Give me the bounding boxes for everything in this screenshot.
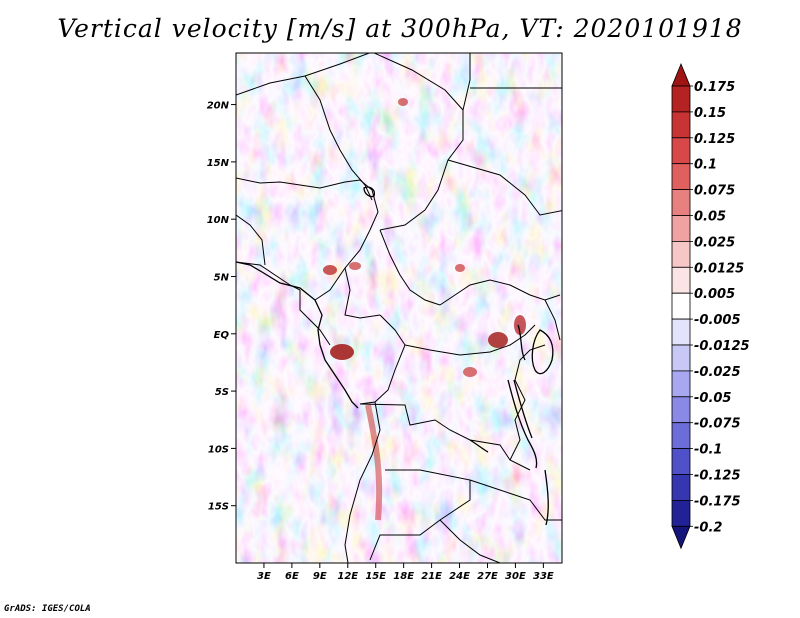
- lon-tick-label: 27E: [477, 571, 498, 582]
- colorbar-label: 0.125: [694, 132, 735, 147]
- colorbar-segment: [671, 85, 691, 113]
- footer-credit: GrADS: IGES/COLA: [4, 604, 91, 614]
- map-frame: [235, 52, 563, 564]
- convection-cells: [323, 98, 526, 521]
- colorbar-top-arrow: [671, 62, 691, 87]
- lon-tick-label: 12E: [337, 571, 358, 582]
- lon-tick-label: 9E: [313, 571, 327, 582]
- latitude-axis: 20N 15N 10N 5N EQ 5S 10S 15S: [207, 101, 236, 513]
- colorbar-label: -0.2: [694, 520, 722, 535]
- colorbar-label: 0.05: [694, 210, 726, 225]
- colorbar-segment: [671, 499, 691, 527]
- lat-tick-label: 10N: [207, 215, 230, 226]
- colorbar-label: 0.005: [694, 287, 735, 302]
- lon-tick-label: 21E: [421, 571, 442, 582]
- colorbar-label: 0.025: [694, 235, 735, 250]
- colorbar-label: -0.125: [694, 469, 741, 484]
- colorbar-segment: [671, 448, 691, 475]
- colorbar-label: -0.0125: [694, 339, 750, 354]
- colorbar-label: 0.0125: [694, 261, 744, 276]
- lat-tick-label: 10S: [208, 444, 229, 455]
- lon-tick-label: 15E: [365, 571, 386, 582]
- lat-tick-label: 5N: [214, 272, 230, 283]
- lakes: [363, 186, 554, 526]
- coastline: [236, 261, 359, 409]
- colorbar-segment: [671, 422, 691, 450]
- colorbar-segment: [671, 292, 691, 320]
- colorbar-segment: [671, 137, 691, 165]
- colorbar-bottom-arrow: [671, 525, 691, 550]
- colorbar-segment: [671, 163, 691, 190]
- colorbar-label: 0.15: [694, 106, 726, 121]
- colorbar-segment: [671, 189, 691, 216]
- lat-tick-label: 5S: [215, 387, 229, 398]
- colorbar-segment: [671, 240, 691, 268]
- chart-title: Vertical velocity [m/s] at 300hPa, VT: 2…: [57, 14, 743, 43]
- colorbar-segment: [671, 266, 691, 294]
- lat-tick-label: 20N: [207, 101, 230, 112]
- lat-tick-label: 15S: [208, 502, 229, 513]
- colorbar-segment: [671, 370, 691, 398]
- colorbar-label: -0.05: [694, 391, 731, 406]
- colorbar-label: -0.025: [694, 365, 741, 380]
- lat-tick-label: EQ: [214, 330, 230, 341]
- colorbar-segment: [671, 111, 691, 139]
- lon-tick-label: 3E: [257, 571, 271, 582]
- colorbar: 0.175 0.15 0.125 0.1 0.075 0.05 0.025 0.0125 0.0…: [671, 62, 750, 550]
- colorbar-label: -0.1: [694, 443, 722, 458]
- lon-tick-label: 30E: [505, 571, 526, 582]
- map-panel: 20N 15N 10N 5N EQ 5S 10S 15S 3E 6E 9E 12E 15E 18E 21E…: [207, 52, 563, 582]
- colorbar-segment: [671, 318, 691, 346]
- velocity-field: [236, 53, 562, 563]
- lat-tick-label: 15N: [207, 158, 230, 169]
- colorbar-segment: [671, 215, 691, 242]
- colorbar-label: -0.075: [694, 417, 741, 432]
- colorbar-segment: [671, 396, 691, 424]
- lon-tick-label: 6E: [285, 571, 299, 582]
- longitude-axis: 3E 6E 9E 12E 15E 18E 21E 24E 27E 30E 33E: [257, 563, 554, 582]
- colorbar-label: 0.1: [694, 158, 717, 173]
- map-features: [236, 53, 562, 563]
- lon-tick-label: 18E: [393, 571, 414, 582]
- colorbar-label: 0.075: [694, 184, 735, 199]
- colorbar-label: -0.175: [694, 494, 741, 509]
- lon-tick-label: 24E: [449, 571, 470, 582]
- country-borders: [236, 53, 562, 563]
- colorbar-label: 0.175: [694, 80, 735, 95]
- lon-tick-label: 33E: [533, 571, 554, 582]
- colorbar-segment: [671, 344, 691, 372]
- colorbar-label: -0.005: [694, 313, 741, 328]
- colorbar-segment: [671, 474, 691, 501]
